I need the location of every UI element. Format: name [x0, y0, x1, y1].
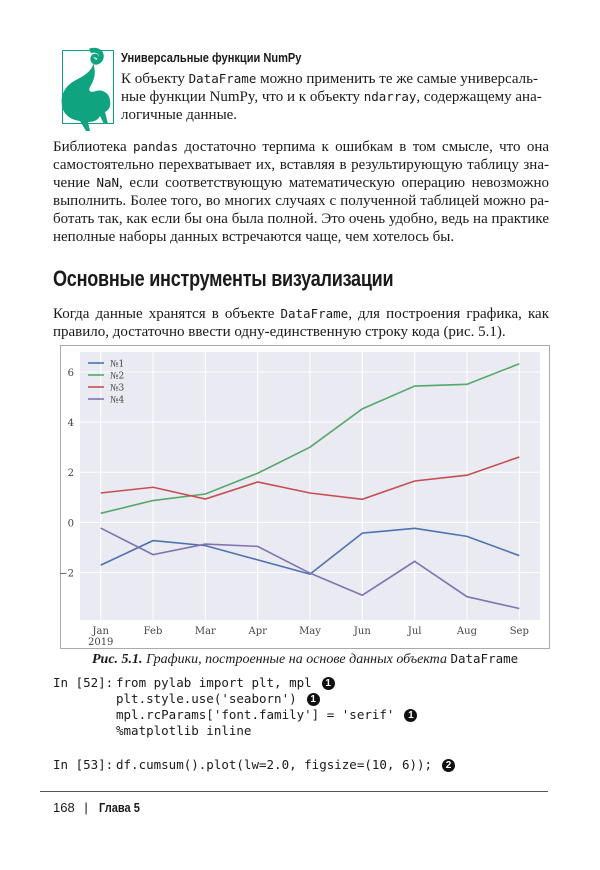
inline-code: NaN	[96, 175, 120, 190]
callout-marker: 1	[306, 693, 320, 706]
text-line: неполные наборы данных встречаются чаще,…	[53, 228, 549, 246]
inline-code: DataFrame	[188, 71, 257, 86]
legend-label: №1	[110, 360, 124, 370]
series-line	[100, 363, 520, 515]
text-line: чение NaN, если соответствующую математи…	[53, 174, 549, 192]
code-line: plt.style.use('seaborn') 1	[116, 690, 320, 708]
legend-label: №2	[110, 372, 124, 382]
code-text: mpl.rcParams['font.family'] = 'serif'	[116, 707, 395, 722]
text-segment: К объекту	[121, 71, 189, 87]
legend-label: №3	[110, 384, 125, 394]
code-text: %matplotlib inline	[116, 723, 252, 738]
text-line: К объекту DataFrame можно применить те ж…	[121, 70, 538, 88]
text-line: выполнить. Более того, во многих случаях…	[53, 192, 549, 210]
y-tick-label: −2	[60, 568, 74, 579]
x-tick-label: Apr	[247, 626, 267, 637]
text-segment: выполнить. Более того, во многих случаях…	[53, 193, 549, 209]
text-segment: Библиотека	[53, 139, 133, 155]
text-line: правило, достаточно ввести одну-единстве…	[53, 323, 549, 341]
lemur-icon	[61, 47, 111, 131]
text-segment: логичные данные.	[121, 107, 238, 123]
callout-marker: 1	[404, 709, 418, 722]
caption-code: DataFrame	[450, 651, 519, 666]
x-tick-label: Aug	[456, 626, 478, 637]
code-line: %matplotlib inline	[116, 722, 251, 740]
section-heading: Основные инструменты визуализации	[53, 266, 394, 291]
series-line	[100, 527, 520, 610]
x-tick-label: Mar	[195, 626, 216, 637]
text-line: ботать так, как если бы она была полной.…	[53, 210, 549, 228]
text-segment: Когда данные хранятся в объекте	[53, 306, 281, 322]
x-tick-label: Jan 2019	[88, 626, 113, 648]
y-tick-label: 6	[68, 368, 74, 379]
series-line	[100, 456, 520, 501]
footer-separator: |	[84, 800, 88, 815]
text-segment: чение	[53, 175, 97, 191]
code-prompt: In [53]:	[53, 757, 114, 772]
figure-caption: Рис. 5.1. Графики, построенные на основе…	[92, 651, 518, 668]
caption-prefix: Рис. 5.1.	[92, 652, 147, 667]
text-line: ные функции NumPy, что и к объекту ndarr…	[121, 88, 542, 106]
note-title: Универсальные функции NumPy	[121, 50, 302, 65]
y-tick-label: 4	[68, 418, 74, 429]
x-tick-label: Feb	[144, 626, 163, 637]
text-segment: правило, достаточно ввести одну-единстве…	[53, 324, 506, 340]
text-line: самостоятельно перехватывает их, вставля…	[53, 156, 549, 174]
callout-marker: 2	[442, 759, 456, 772]
text-segment: можно применить те же самые универсаль-	[256, 71, 538, 87]
code-line: df.cumsum().plot(lw=2.0, figsize=(10, 6)…	[116, 756, 456, 774]
code-text: from pylab import plt, mpl	[116, 675, 312, 690]
series-line	[100, 527, 520, 576]
y-tick-label: 2	[68, 468, 74, 479]
text-line: Библиотека pandas достаточно терпима к о…	[53, 138, 549, 156]
text-segment: самостоятельно перехватывает их, вставля…	[53, 157, 549, 173]
x-tick-label: May	[299, 626, 321, 637]
code-line: from pylab import plt, mpl 1	[116, 674, 335, 692]
code-text: plt.style.use('seaborn')	[116, 691, 297, 706]
x-tick-label: Sep	[510, 626, 529, 637]
inline-code: ndarray	[363, 89, 417, 104]
code-line: mpl.rcParams['font.family'] = 'serif' 1	[116, 706, 418, 724]
legend-label: №4	[110, 396, 125, 406]
text-segment: , если соответствующую математическую оп…	[119, 175, 549, 191]
page-number: 168	[53, 800, 75, 815]
y-tick-label: 0	[68, 518, 74, 529]
text-segment: неполные наборы данных встречаются чаще,…	[53, 229, 455, 245]
text-segment: , для построения графика, как	[348, 306, 549, 322]
inline-code: pandas	[132, 139, 179, 154]
code-prompt: In [52]:	[53, 675, 114, 690]
text-segment: достаточно терпима к ошибкам в том смысл…	[178, 139, 549, 155]
footer-rule	[40, 791, 548, 792]
code-text: df.cumsum().plot(lw=2.0, figsize=(10, 6)…	[116, 757, 433, 772]
x-tick-label: Jun	[353, 626, 371, 637]
caption-text: Графики, построенные на основе данных об…	[146, 652, 451, 667]
text-line: Когда данные хранятся в объекте DataFram…	[53, 305, 549, 323]
text-segment: , содержащему ана-	[416, 89, 542, 105]
line-chart: −2 0 2 4 6 Jan 2019 Feb Mar Apr May Jun Jul Aug Sep №1 №…	[60, 345, 550, 649]
text-segment: ные функции NumPy, что и к объекту	[121, 89, 364, 105]
callout-marker: 1	[321, 677, 335, 690]
text-line: логичные данные.	[121, 106, 489, 124]
page-footer: 168 | Глава 5	[53, 800, 147, 815]
x-tick-label: Jul	[407, 626, 422, 637]
chapter-label: Глава 5	[99, 800, 141, 815]
text-segment: ботать так, как если бы она была полной.…	[53, 211, 549, 227]
inline-code: DataFrame	[280, 306, 349, 321]
